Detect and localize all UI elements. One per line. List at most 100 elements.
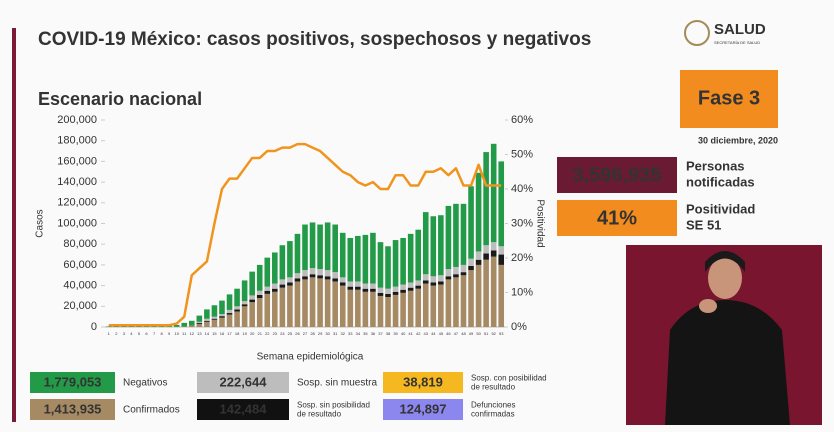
bar [460,264,467,273]
x-tick-label: 53 [499,331,504,336]
bar [438,215,444,276]
bar [445,205,452,270]
x-tick-label: 45 [439,331,444,336]
accent-bar [12,28,16,422]
bar [143,326,150,327]
bar [483,253,489,260]
bar [370,291,376,327]
bar [385,296,391,327]
bar [355,235,361,282]
bar [407,290,414,327]
legend-box [197,372,289,393]
bar [445,269,452,277]
bar [385,246,391,289]
bar [226,313,233,315]
bar [309,277,316,327]
y-tick-label: 40,000 [63,280,97,292]
bar [377,292,384,296]
x-tick-label: 12 [190,331,195,336]
x-tick-label: 1 [108,331,111,336]
legend-box [30,399,115,420]
logo-emblem [684,20,710,46]
bar [287,277,293,283]
bar [234,311,240,327]
bar [332,278,338,282]
bar [347,237,354,282]
x-tick-label: 16 [220,331,225,336]
bar [287,241,293,278]
x-tick-label: 42 [416,331,421,336]
bar [211,316,218,319]
bar [475,264,482,327]
bar [430,285,437,327]
bar [113,326,120,327]
bar [407,233,414,283]
bar [498,254,505,265]
x-tick-label: 39 [393,331,398,336]
y2-tick-label: 50% [511,148,533,160]
bar [196,321,203,323]
bar [249,299,255,303]
y2-tick-label: 20% [511,252,533,264]
bar [385,288,391,294]
bar [219,317,225,327]
legend-box [383,399,463,420]
bar [468,265,474,271]
bar [498,264,505,327]
x-tick-label: 20 [250,331,255,336]
bar [272,283,278,289]
bar [294,273,301,279]
bar [460,203,467,265]
y-tick-label: 20,000 [63,300,97,312]
bar [302,270,308,277]
bar [347,289,354,327]
bar [415,280,421,286]
bar [332,272,338,279]
y-tick-label: 160,000 [57,155,97,167]
bar [204,321,210,327]
bar [279,279,286,285]
bar [204,309,210,319]
bar [460,272,467,276]
bar [468,186,474,259]
bar [475,251,482,260]
bar [415,288,421,327]
legend-box [383,372,463,393]
x-tick-label: 22 [265,331,270,336]
legend-value: 124,897 [400,401,447,416]
bar [422,212,429,275]
y-tick-label: 180,000 [57,135,97,147]
bar [249,295,255,300]
bar [272,288,278,292]
bar [256,298,263,327]
bar [219,314,225,317]
y-tick-label: 140,000 [57,176,97,188]
bar [438,275,444,282]
bar [241,306,248,327]
x-tick-label: 14 [205,331,210,336]
interpreter [626,245,822,425]
bar [370,283,376,289]
legend-box [30,372,115,393]
y2-tick-label: 30% [511,217,533,229]
x-tick-label: 41 [408,331,413,336]
subtitle: Escenario nacional [38,89,202,109]
legend-value: 1,413,935 [44,401,102,416]
x-tick-label: 13 [197,331,202,336]
bar [279,287,286,327]
x-tick-label: 15 [212,331,217,336]
bar [189,325,195,327]
bar [332,281,338,327]
bar [121,326,127,327]
bar [362,234,369,284]
x-tick-label: 37 [378,331,383,336]
y2-tick-label: 10% [511,286,533,298]
y-tick-label: 60,000 [63,259,97,271]
x-tick-label: 33 [348,331,353,336]
bar [234,309,240,312]
phase-date: 30 diciembre, 2020 [698,135,778,145]
x-tick-label: 11 [182,331,187,336]
bar [324,276,331,280]
bar [204,318,210,321]
stat-box [557,157,677,193]
